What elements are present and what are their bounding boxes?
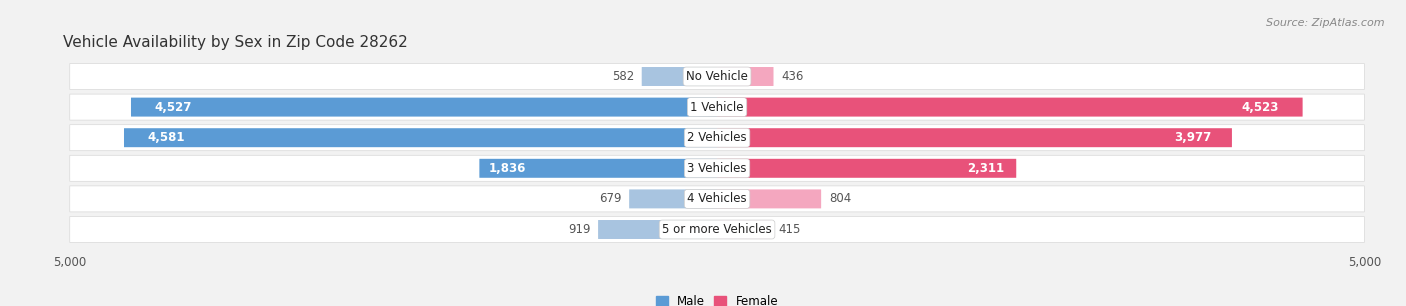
Text: 582: 582 (612, 70, 634, 83)
FancyBboxPatch shape (628, 189, 717, 208)
Text: 3 Vehicles: 3 Vehicles (688, 162, 747, 175)
FancyBboxPatch shape (70, 125, 1364, 151)
FancyBboxPatch shape (717, 128, 1232, 147)
FancyBboxPatch shape (598, 220, 717, 239)
FancyBboxPatch shape (70, 186, 1364, 212)
Text: 1 Vehicle: 1 Vehicle (690, 101, 744, 114)
Text: 679: 679 (599, 192, 621, 205)
FancyBboxPatch shape (641, 67, 717, 86)
Text: 919: 919 (568, 223, 591, 236)
FancyBboxPatch shape (70, 94, 1364, 120)
FancyBboxPatch shape (717, 67, 773, 86)
Text: 804: 804 (830, 192, 851, 205)
FancyBboxPatch shape (70, 217, 1364, 242)
Text: 2,311: 2,311 (967, 162, 1004, 175)
Legend: Male, Female: Male, Female (655, 295, 779, 306)
FancyBboxPatch shape (124, 128, 717, 147)
Text: 3,977: 3,977 (1174, 131, 1212, 144)
Text: 415: 415 (779, 223, 801, 236)
FancyBboxPatch shape (717, 220, 770, 239)
Text: Source: ZipAtlas.com: Source: ZipAtlas.com (1267, 18, 1385, 28)
FancyBboxPatch shape (70, 64, 1364, 89)
Text: 1,836: 1,836 (489, 162, 526, 175)
Text: 5 or more Vehicles: 5 or more Vehicles (662, 223, 772, 236)
FancyBboxPatch shape (479, 159, 717, 178)
FancyBboxPatch shape (717, 98, 1302, 117)
FancyBboxPatch shape (70, 155, 1364, 181)
Text: 4 Vehicles: 4 Vehicles (688, 192, 747, 205)
Text: 4,527: 4,527 (155, 101, 191, 114)
FancyBboxPatch shape (717, 189, 821, 208)
Text: 436: 436 (782, 70, 804, 83)
Text: 4,581: 4,581 (148, 131, 186, 144)
Text: No Vehicle: No Vehicle (686, 70, 748, 83)
Text: 2 Vehicles: 2 Vehicles (688, 131, 747, 144)
FancyBboxPatch shape (717, 159, 1017, 178)
Text: Vehicle Availability by Sex in Zip Code 28262: Vehicle Availability by Sex in Zip Code … (63, 35, 408, 50)
Text: 4,523: 4,523 (1241, 101, 1279, 114)
FancyBboxPatch shape (131, 98, 717, 117)
